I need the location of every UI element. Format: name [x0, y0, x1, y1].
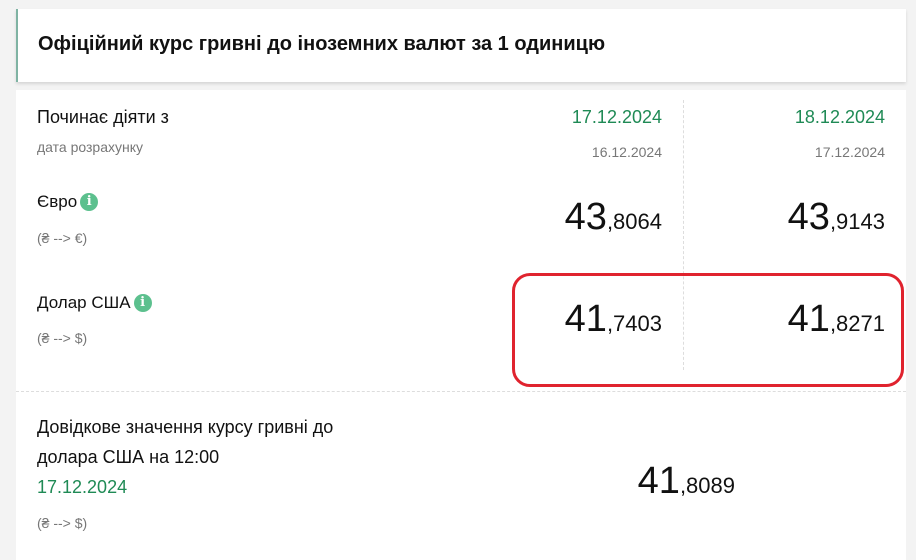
- calc-label: дата розрахунку: [37, 139, 143, 155]
- info-icon[interactable]: i: [133, 294, 152, 312]
- col1-date: 17.12.2024: [571, 107, 662, 127]
- col1-calc-date: 16.12.2024: [591, 144, 662, 160]
- euro-direction: (₴ --> €): [37, 230, 88, 246]
- euro-label: Євро i: [37, 192, 99, 212]
- usd-direction: (₴ --> $): [37, 330, 88, 346]
- reference-direction: (₴ --> $): [37, 515, 88, 531]
- usd-rate-col1: 41,7403: [564, 298, 662, 340]
- euro-rate-col1: 43,8064: [564, 196, 662, 238]
- starts-label: Починає діяти з: [37, 107, 169, 127]
- reference-line1: Довідкове значення курсу гривні до: [37, 417, 334, 437]
- page-title: Офіційний курс гривні до іноземних валют…: [38, 33, 606, 55]
- usd-rate-col2: 41,8271: [787, 298, 885, 340]
- col2-calc-date: 17.12.2024: [814, 144, 885, 160]
- usd-label: Долар США i: [37, 293, 152, 313]
- col2-date: 18.12.2024: [794, 107, 885, 127]
- reference-date: 17.12.2024: [37, 477, 128, 497]
- euro-rate-col2: 43,9143: [787, 196, 885, 238]
- column-divider: [683, 100, 684, 370]
- rates-card: Починає діяти з дата розрахунку 17.12.20…: [16, 90, 906, 560]
- reference-line2: долара США на 12:00: [37, 447, 220, 467]
- reference-rate: 41,8089: [637, 460, 735, 502]
- euro-name: Євро: [37, 192, 78, 211]
- info-icon[interactable]: i: [80, 193, 99, 211]
- usd-name: Долар США: [37, 293, 131, 312]
- row-divider: [16, 391, 906, 392]
- highlight-box: [512, 273, 904, 387]
- header: Офіційний курс гривні до іноземних валют…: [16, 9, 906, 82]
